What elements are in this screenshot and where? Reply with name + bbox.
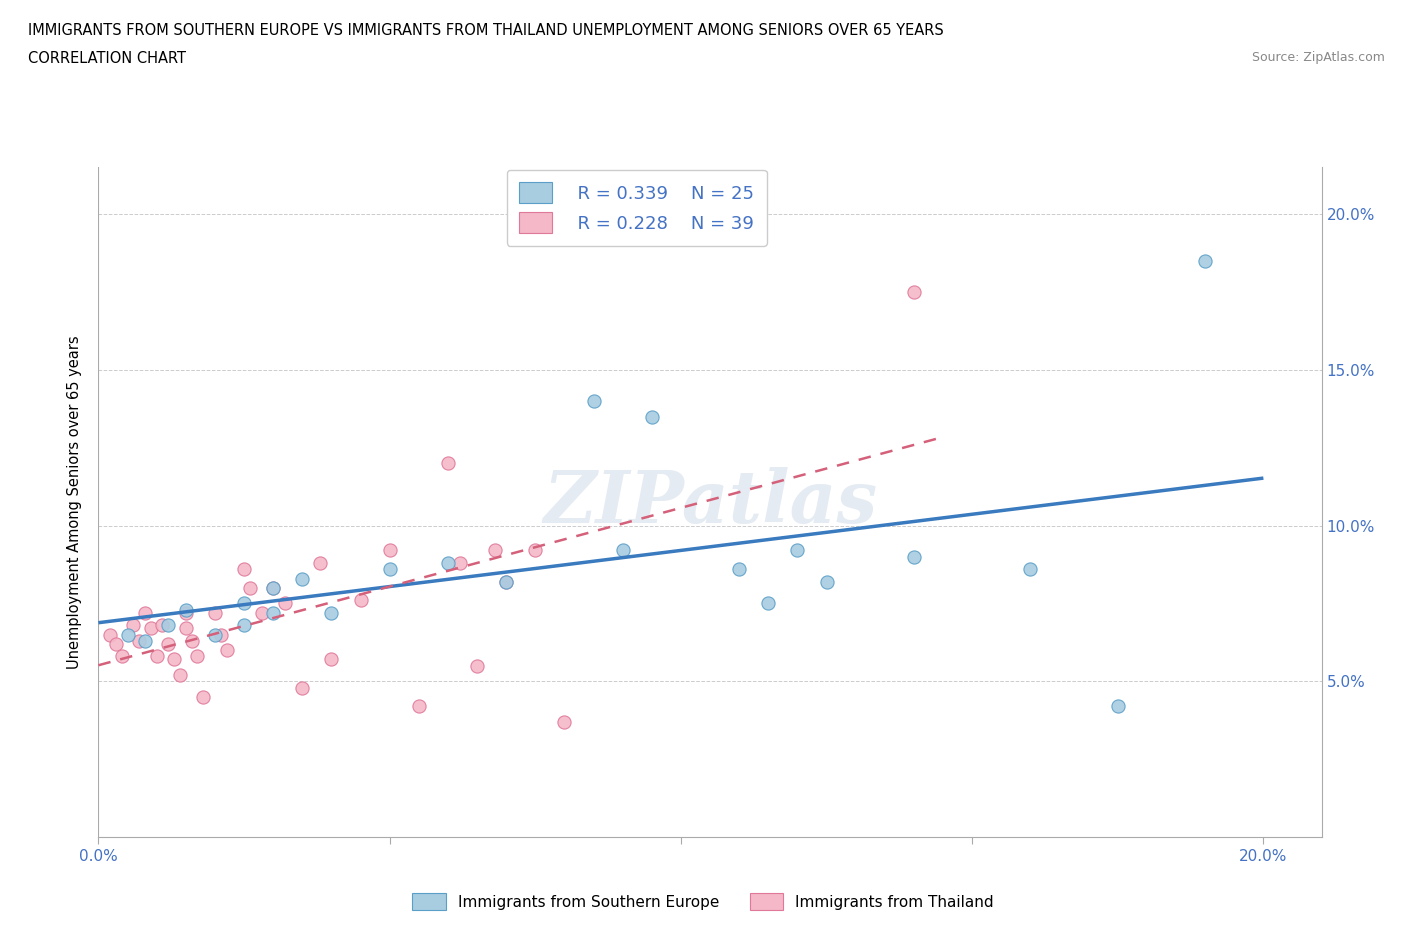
Point [174,605,197,620]
Point [117,627,139,642]
Point [163,652,186,667]
Text: ZIPatlas: ZIPatlas [543,467,877,538]
Point [204,605,226,620]
Point [1107,698,1129,713]
Point [233,562,256,577]
Point [756,596,779,611]
Y-axis label: Unemployment Among Seniors over 65 years: Unemployment Among Seniors over 65 years [67,336,83,669]
Point [449,555,471,570]
Point [239,580,262,595]
Point [291,571,314,586]
Point [134,605,156,620]
Point [495,574,517,589]
Legend: Immigrants from Southern Europe, Immigrants from Thailand: Immigrants from Southern Europe, Immigra… [405,885,1001,918]
Point [262,580,284,595]
Point [321,605,343,620]
Point [139,621,162,636]
Point [128,633,150,648]
Point [250,605,273,620]
Text: CORRELATION CHART: CORRELATION CHART [28,51,186,66]
Point [612,543,634,558]
Legend:   R = 0.339    N = 25,   R = 0.228    N = 39: R = 0.339 N = 25, R = 0.228 N = 39 [506,170,766,246]
Point [553,714,575,729]
Point [903,285,925,299]
Point [641,409,664,424]
Point [233,596,256,611]
Point [321,652,343,667]
Point [169,668,191,683]
Point [215,643,238,658]
Point [209,627,232,642]
Point [122,618,145,632]
Point [308,555,330,570]
Point [274,596,297,611]
Point [582,393,605,408]
Point [152,618,174,632]
Point [378,562,401,577]
Point [728,562,751,577]
Point [193,689,215,704]
Point [495,574,517,589]
Point [291,680,314,695]
Point [786,543,808,558]
Point [104,636,127,651]
Point [180,633,202,648]
Point [186,649,208,664]
Point [145,649,167,664]
Point [204,627,226,642]
Point [157,636,180,651]
Point [903,550,925,565]
Point [262,605,284,620]
Point [1019,562,1042,577]
Point [437,555,460,570]
Point [378,543,401,558]
Point [437,456,460,471]
Point [349,592,371,607]
Point [465,658,488,673]
Point [408,698,430,713]
Point [134,633,156,648]
Point [174,621,197,636]
Text: IMMIGRANTS FROM SOUTHERN EUROPE VS IMMIGRANTS FROM THAILAND UNEMPLOYMENT AMONG S: IMMIGRANTS FROM SOUTHERN EUROPE VS IMMIG… [28,23,943,38]
Point [1194,253,1216,268]
Text: Source: ZipAtlas.com: Source: ZipAtlas.com [1251,51,1385,64]
Point [157,618,180,632]
Point [98,627,121,642]
Point [524,543,547,558]
Point [233,618,256,632]
Point [484,543,506,558]
Point [262,580,284,595]
Point [815,574,838,589]
Point [111,649,134,664]
Point [174,603,197,618]
